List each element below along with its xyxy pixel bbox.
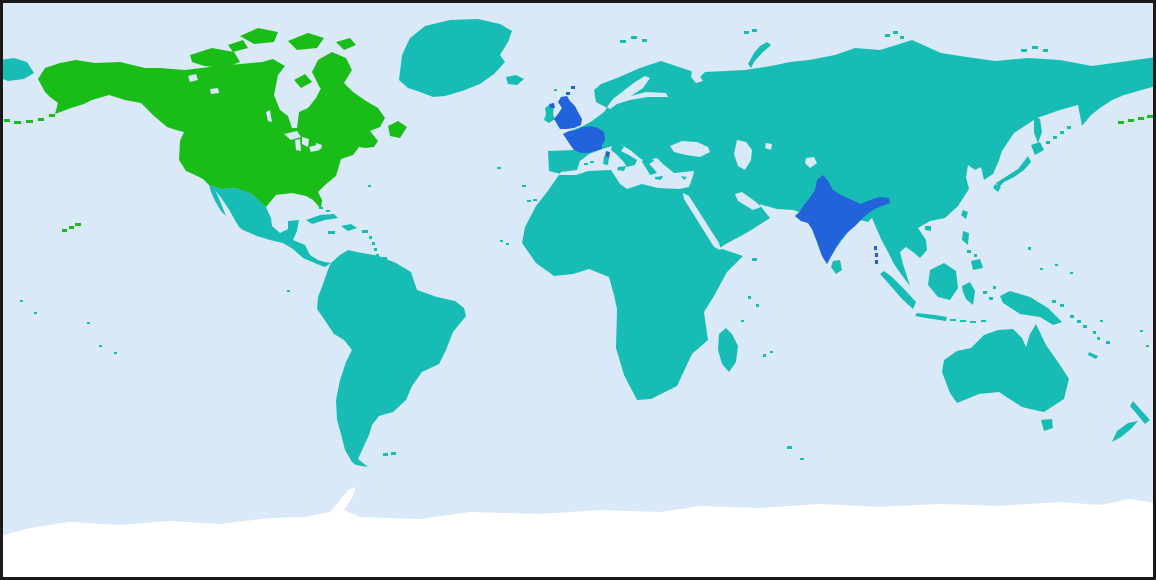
- region-united-kingdom[interactable]: [549, 86, 582, 129]
- region-east-asia-islands[interactable]: [925, 116, 1071, 231]
- region-greenland[interactable]: [399, 19, 512, 97]
- region-ireland[interactable]: [544, 105, 555, 123]
- region-mexico-central-america[interactable]: [209, 185, 331, 267]
- region-south-europe-peninsulas[interactable]: [584, 143, 687, 180]
- region-south-america[interactable]: [317, 250, 466, 467]
- region-france[interactable]: [563, 126, 610, 158]
- region-usa-canada[interactable]: [38, 59, 385, 209]
- region-canada-arctic-islands: [190, 28, 407, 138]
- region-southeast-asia-islands[interactable]: [880, 231, 996, 323]
- region-oceania[interactable]: [1000, 291, 1150, 442]
- region-australia[interactable]: [942, 324, 1069, 412]
- region-india[interactable]: [795, 175, 890, 264]
- inland-seas: [559, 71, 817, 250]
- region-antarctica[interactable]: [0, 487, 1156, 580]
